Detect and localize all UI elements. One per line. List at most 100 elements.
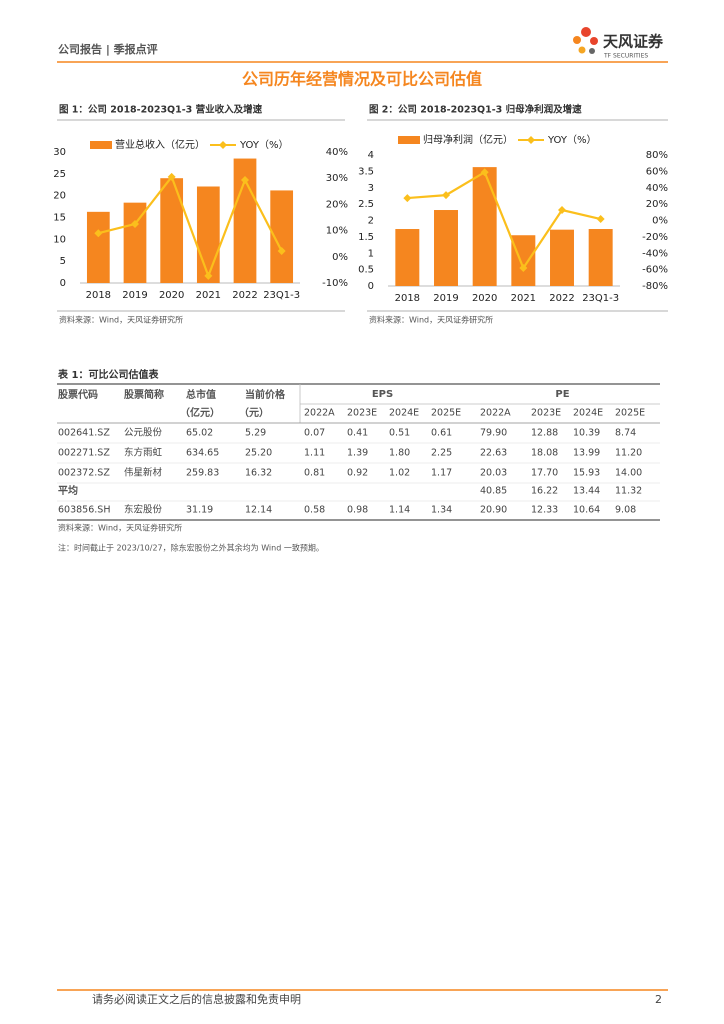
section-title: 公司历年经营情况及可比公司估值: [242, 70, 482, 89]
y2-tick-label: 30%: [326, 173, 348, 184]
chart-title: 图 1：公司 2018-2023Q1-3 营业收入及增速: [59, 104, 263, 116]
x-tick-label: 2019: [122, 290, 147, 301]
table-cell: 1.11: [304, 448, 325, 459]
disclaimer: 请务必阅读正文之后的信息披露和免责申明: [92, 992, 301, 1006]
year-header: 2025E: [615, 408, 645, 419]
table-cell: 79.90: [480, 428, 507, 439]
table-cell: 15.93: [573, 468, 600, 479]
table-cell: 16.32: [245, 468, 272, 479]
y-tick-label: 5: [60, 256, 66, 267]
table-header: 总市值: [186, 388, 216, 401]
year-header: 2024E: [573, 408, 603, 419]
bar: [270, 190, 294, 283]
y2-tick-label: -20%: [642, 232, 668, 243]
table-cell: 20.03: [480, 468, 507, 479]
bar: [123, 202, 147, 283]
table-cell: 18.08: [531, 448, 558, 459]
y2-tick-label: 20%: [326, 199, 348, 210]
bar: [395, 229, 420, 286]
y-tick-label: 1.5: [358, 232, 374, 243]
table-cell: 259.83: [186, 468, 219, 479]
table-cell: 10.64: [573, 505, 600, 516]
table-cell: 40.85: [480, 486, 507, 497]
y-tick-label: 2.5: [358, 199, 374, 210]
table-cell: 16.22: [531, 486, 558, 497]
page-number: 2: [655, 993, 662, 1006]
y2-tick-label: 0%: [332, 252, 348, 263]
y2-tick-label: 60%: [646, 166, 668, 177]
yoy-marker: [596, 215, 605, 224]
table-cell: 1.80: [389, 448, 410, 459]
table-cell: 2.25: [431, 448, 452, 459]
yoy-marker: [442, 191, 450, 200]
table-cell: 634.65: [186, 448, 219, 459]
x-tick-label: 2021: [511, 293, 536, 304]
table-title: 表 1：可比公司估值表: [57, 368, 159, 381]
y2-tick-label: 0%: [652, 216, 668, 227]
table-header: 当前价格: [245, 388, 286, 401]
x-tick-label: 2019: [433, 293, 458, 304]
table-cell: 002372.SZ: [58, 468, 110, 479]
table-cell: 0.98: [347, 505, 368, 516]
table-cell: 1.17: [431, 468, 452, 479]
y2-tick-label: -40%: [642, 248, 668, 259]
logo-icon: [573, 27, 598, 54]
y-tick-label: 20: [53, 191, 66, 202]
table-source: 资料来源：Wind，天风证券研究所: [58, 523, 182, 533]
group-header: PE: [555, 389, 569, 400]
y2-tick-label: 20%: [646, 199, 668, 210]
bar: [160, 178, 184, 283]
table-cell: 12.33: [531, 505, 558, 516]
table-cell: 25.20: [245, 448, 272, 459]
yoy-marker: [277, 247, 286, 256]
table-cell: 1.34: [431, 505, 452, 516]
table-cell: 10.39: [573, 428, 600, 439]
x-tick-label: 23Q1-3: [263, 290, 300, 301]
legend-label: 营业总收入（亿元）: [115, 138, 205, 151]
table-header-unit: （元）: [239, 406, 269, 419]
table-cell: 12.88: [531, 428, 558, 439]
table-cell: 9.08: [615, 505, 636, 516]
table-cell: 11.32: [615, 486, 642, 497]
y-tick-label: 0: [60, 278, 66, 289]
bar: [511, 235, 536, 286]
table-cell: 0.58: [304, 505, 325, 516]
table-cell: 002641.SZ: [58, 428, 110, 439]
y2-tick-label: -80%: [642, 281, 668, 292]
table-cell: 20.90: [480, 505, 507, 516]
yoy-marker: [167, 172, 176, 181]
y-tick-label: 10: [53, 234, 66, 245]
table-cell: 东宏股份: [124, 504, 163, 516]
yoy-marker: [131, 220, 139, 229]
x-tick-label: 2020: [472, 293, 497, 304]
table-cell: 东方雨虹: [124, 447, 163, 459]
chart-source: 资料来源：Wind，天风证券研究所: [59, 315, 183, 325]
bar: [434, 210, 458, 286]
table-note: 注：时间截止于 2023/10/27，除东宏股份之外其余均为 Wind 一致预期…: [58, 543, 324, 553]
y-tick-label: 15: [53, 213, 66, 224]
x-tick-label: 2022: [549, 293, 574, 304]
table-cell: 12.14: [245, 505, 272, 516]
table-cell: 0.41: [347, 428, 368, 439]
y2-tick-label: 10%: [326, 226, 348, 237]
table-cell: 1.39: [347, 448, 368, 459]
bar: [588, 229, 613, 286]
table-cell: 31.19: [186, 505, 213, 516]
table-cell: 伟星新材: [124, 467, 163, 479]
legend-swatch: [398, 136, 420, 144]
year-header: 2024E: [389, 408, 419, 419]
table-cell: 平均: [58, 484, 78, 497]
y-tick-label: 30: [53, 147, 66, 158]
table-cell: 1.02: [389, 468, 410, 479]
table-cell: 0.07: [304, 428, 325, 439]
chart-source: 资料来源：Wind，天风证券研究所: [369, 315, 493, 325]
yoy-marker: [403, 194, 412, 203]
group-header: EPS: [372, 389, 393, 400]
yoy-marker: [241, 176, 249, 185]
y-tick-label: 3.5: [358, 166, 374, 177]
x-tick-label: 23Q1-3: [582, 293, 619, 304]
table-cell: 5.29: [245, 428, 266, 439]
bar: [86, 211, 110, 283]
bar: [550, 229, 574, 286]
